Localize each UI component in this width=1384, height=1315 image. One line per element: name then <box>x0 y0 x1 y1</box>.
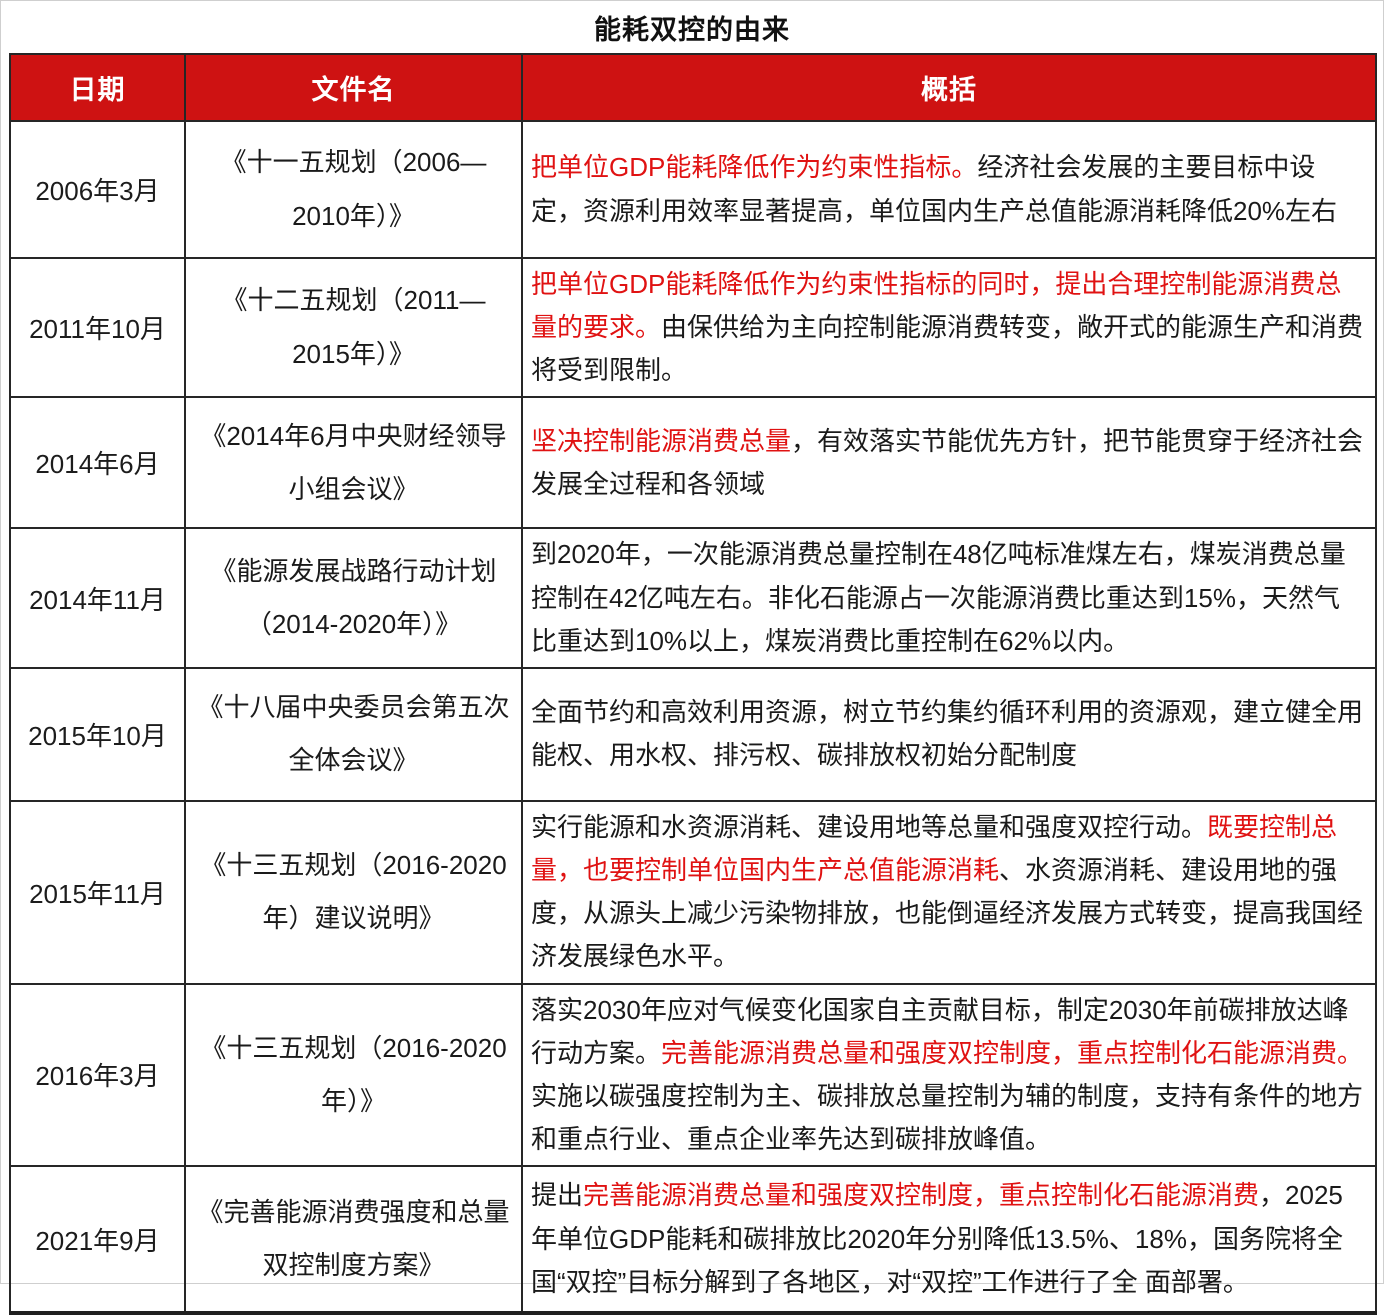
summary-cell: 实行能源和水资源消耗、建设用地等总量和强度双控行动。既要控制总量，也要控制单位国… <box>521 799 1377 985</box>
document-cell: 《能源发展战路行动计划（2014-2020年）》 <box>184 527 523 669</box>
col-header-summary: 概括 <box>521 53 1377 122</box>
date-cell: 2015年11月 <box>9 799 186 985</box>
summary-text-segment: ，有效落实节能优先方针，把节能贯穿于经济社会发展全过程和各领域 <box>531 425 1364 499</box>
table-row: 2015年10月 《十八届中央委员会第五次全体会议》 全面节约和高效利用资源，树立节… <box>9 666 1377 802</box>
summary-text-segment: 全面节约和高效利用资源，树立节约集约循环利用的资源观，建立健全用能权、用水权、排… <box>531 697 1364 771</box>
summary-cell: 把单位GDP能耗降低作为约束性指标的同时，提出合理控制能源消费总量的要求。由保供… <box>521 256 1377 399</box>
table-row: 2021年9月 《完善能源消费强度和总量双控制度方案》 提出完善能源消费总量和强度双… <box>9 1165 1377 1315</box>
summary-text-segment: 实施以碳强度控制为主、碳排放总量控制为辅的制度，支持有条件的地方和重点行业、重点… <box>531 1080 1364 1155</box>
summary-cell: 坚决控制能源消费总量，有效落实节能优先方针，把节能贯穿于经济社会发展全过程和各领… <box>521 396 1377 530</box>
table-row: 2014年11月 《能源发展战路行动计划（2014-2020年）》 到2020年，一… <box>9 527 1377 669</box>
table-row: 2011年10月 《十二五规划（2011—2015年）》 把单位GDP能耗降低作为约… <box>9 256 1377 399</box>
date-cell: 2021年9月 <box>9 1165 186 1315</box>
col-header-date: 日期 <box>9 53 186 122</box>
summary-text-segment: 提出 <box>531 1180 584 1211</box>
date-cell: 2006年3月 <box>9 120 186 259</box>
date-cell: 2011年10月 <box>9 256 186 399</box>
summary-highlight-segment: 既要控制总量，也要控制单位国内生产总值能源消耗 <box>531 811 1338 886</box>
summary-text-segment: 落实2030年应对气候变化国家自主贡献目标，制定2030年前碳排放达峰行动方案。 <box>531 994 1349 1068</box>
document-cell: 《2014年6月中央财经领导小组会议》 <box>184 396 523 530</box>
date-cell: 2014年6月 <box>9 396 186 530</box>
summary-cell: 落实2030年应对气候变化国家自主贡献目标，制定2030年前碳排放达峰行动方案。… <box>521 982 1377 1168</box>
summary-cell: 把单位GDP能耗降低作为约束性指标。经济社会发展的主要目标中设定，资源利用效率显… <box>521 120 1377 259</box>
header-row: 日期 文件名 概括 <box>9 53 1377 122</box>
summary-highlight-segment: 把单位GDP能耗降低作为约束性指标。 <box>531 152 978 183</box>
table-row: 2006年3月 《十一五规划（2006—2010年）》 把单位GDP能耗降低作为约束… <box>9 120 1377 259</box>
summary-highlight-segment: 完善能源消费总量和强度双控制度，重点控制化石能源消费。 <box>661 1037 1364 1068</box>
date-cell: 2015年10月 <box>9 666 186 802</box>
summary-cell: 全面节约和高效利用资源，树立节约集约循环利用的资源观，建立健全用能权、用水权、排… <box>521 666 1377 802</box>
energy-dual-control-table: 日期 文件名 概括 2006年3月 《十一五规划（2006—2010年）》 把单位G… <box>9 53 1377 1315</box>
summary-cell: 到2020年，一次能源消费总量控制在48亿吨标准煤左右，煤炭消费总量控制在42亿… <box>521 527 1377 669</box>
page-title: 能耗双控的由来 <box>594 14 790 45</box>
summary-text-segment: 由保供给为主向控制能源消费转变，敞开式的能源生产和消费将受到限制。 <box>531 312 1364 386</box>
table-row: 2014年6月 《2014年6月中央财经领导小组会议》 坚决控制能源消费总量，有效落… <box>9 396 1377 530</box>
summary-highlight-segment: 坚决控制能源消费总量 <box>531 425 792 456</box>
table-row: 2016年3月 《十三五规划（2016-2020年）》 落实2030年应对气候变化国… <box>9 982 1377 1168</box>
date-cell: 2014年11月 <box>9 527 186 669</box>
summary-cell: 提出完善能源消费总量和强度双控制度，重点控制化石能源消费，2025年单位GDP能… <box>521 1165 1377 1315</box>
document-cell: 《十二五规划（2011—2015年）》 <box>184 256 523 399</box>
document-cell: 《十八届中央委员会第五次全体会议》 <box>184 666 523 802</box>
summary-highlight-segment: 完善能源消费总量和强度双控制度，重点控制化石能源消费 <box>583 1180 1260 1211</box>
col-header-document: 文件名 <box>184 53 523 122</box>
summary-text-segment: 经济社会发展的主要目标中设定，资源利用效率显著提高，单位国内生产总值能源消耗降低… <box>531 152 1338 226</box>
summary-text-segment: 、水资源消耗、建设用地的强度，从源头上减少污染物排放，也能倒逼经济发展方式转变，… <box>531 855 1364 972</box>
document-cell: 《十三五规划（2016-2020年）》 <box>184 982 523 1168</box>
document-cell: 《十一五规划（2006—2010年）》 <box>184 120 523 259</box>
document-cell: 《完善能源消费强度和总量双控制度方案》 <box>184 1165 523 1315</box>
table-body: 2006年3月 《十一五规划（2006—2010年）》 把单位GDP能耗降低作为约束… <box>9 120 1377 1315</box>
date-cell: 2016年3月 <box>9 982 186 1168</box>
summary-text-segment: 到2020年，一次能源消费总量控制在48亿吨标准煤左右，煤炭消费总量控制在42亿… <box>531 539 1346 656</box>
summary-highlight-segment: 把单位GDP能耗降低作为约束性指标的同时，提出合理控制能源消费总量的要求。 <box>531 269 1342 343</box>
summary-text-segment: 实行能源和水资源消耗、建设用地等总量和强度双控行动。 <box>531 811 1208 842</box>
table-row: 2015年11月 《十三五规划（2016-2020年）建议说明》 实行能源和水资源消… <box>9 799 1377 985</box>
document-cell: 《十三五规划（2016-2020年）建议说明》 <box>184 799 523 985</box>
